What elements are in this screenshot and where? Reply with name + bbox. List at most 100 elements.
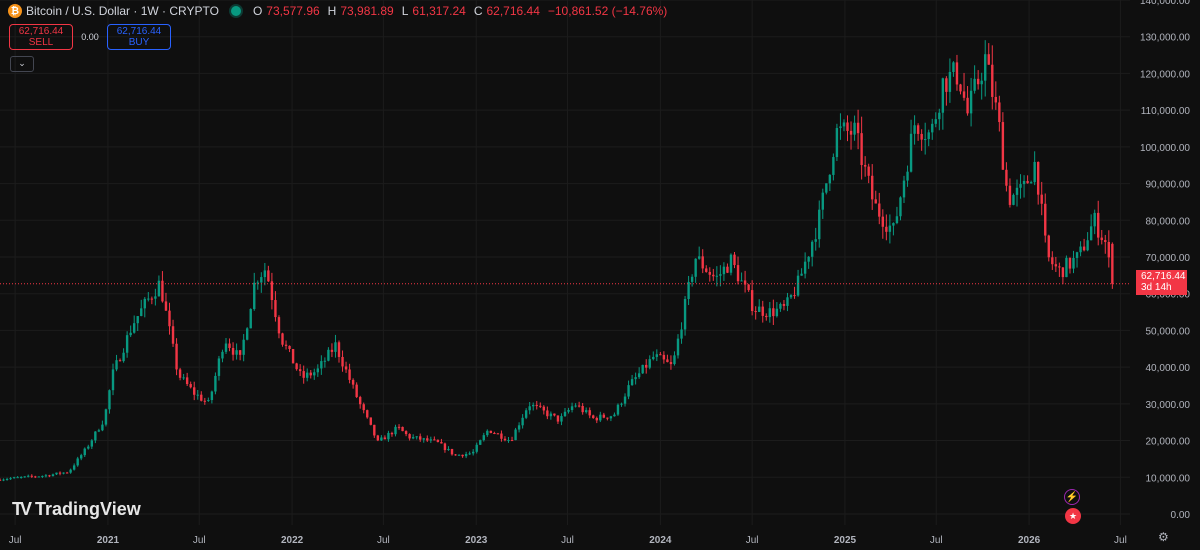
candle-body [507,440,510,442]
y-tick-label: 30,000.00 [1146,400,1191,411]
candle-body [842,122,846,127]
gear-icon[interactable]: ⚙ [1158,530,1169,544]
candle-body [892,223,895,226]
market-status-icon[interactable] [228,4,243,18]
candle-body [295,363,298,370]
candle-body [351,379,355,385]
candle-body [524,410,528,418]
close-value: 62,716.44 [486,4,540,18]
candle-body [800,273,803,276]
candle-body [863,165,867,167]
candle-body [1068,257,1072,269]
candle-body [214,375,217,392]
sell-button[interactable]: 62,716.44 SELL [9,24,73,50]
candle-body [645,364,648,368]
candle-body [1051,257,1054,265]
candle-body [666,359,669,363]
candle-body [846,122,849,131]
candle-body [147,298,150,300]
candle-body [171,326,175,344]
candle-body [909,133,913,172]
candle-body [358,397,362,405]
candle-body [913,125,916,134]
candle-body [923,139,927,141]
close-label: C [473,4,483,18]
candle-body [613,414,616,417]
candle-body [397,426,401,428]
current-price-label: 62,716.44 [1141,271,1186,282]
candle-body [1072,257,1075,269]
candle-body [1008,185,1012,205]
candle-body [189,384,192,388]
candle-body [132,323,136,333]
candle-body [521,417,524,426]
candle-body [76,458,79,466]
x-tick-label: 2022 [281,535,304,546]
us-flag-icon[interactable]: ★ [1065,508,1081,524]
buy-button[interactable]: 62,716.44 BUY [107,24,171,50]
candle-body [461,454,464,457]
candle-body [355,384,358,398]
candle-body [1019,184,1022,188]
candle-body [867,166,870,176]
candle-body [1054,264,1058,267]
candle-body [1089,226,1093,241]
candle-body [895,216,899,224]
tradingview-logo[interactable]: TV TradingView [12,499,141,520]
candle-body [690,276,694,282]
candle-body [30,475,33,477]
candle-body [362,404,365,411]
candle-body [486,430,489,436]
lightning-icon[interactable]: ⚡ [1064,489,1080,505]
candle-body [383,437,387,440]
candle-body [185,377,189,385]
candle-body [871,175,874,200]
candle-body [503,438,507,441]
candle-body [69,469,72,473]
chevron-down-icon[interactable]: ⌄ [10,56,34,72]
y-tick-label: 120,000.00 [1140,69,1190,80]
change-value: −10,861.52 (−14.76%) [547,4,668,18]
candle-body [270,281,274,301]
candle-body [210,391,214,401]
candle-body [16,477,19,479]
candle-body [701,256,704,269]
candle-body [938,112,941,120]
candle-body [934,119,937,124]
candle-body [648,359,651,368]
symbol-title[interactable]: Bitcoin / U.S. Dollar · 1W · CRYPTO [26,4,219,18]
open-label: O [252,4,263,18]
candle-body [736,265,740,282]
candle-body [553,413,556,416]
candle-body [825,183,828,193]
candle-body [821,192,824,210]
candle-body [245,328,249,340]
candle-body [422,438,425,440]
candle-body [676,338,680,356]
candle-body [641,364,644,374]
candle-body [415,436,418,438]
candle-body [1082,246,1086,251]
x-tick-label: 2021 [97,535,120,546]
candle-body [479,440,482,445]
candle-body [122,352,125,362]
candle-body [1036,161,1040,195]
candle-body [765,315,768,318]
candle-body [768,308,772,318]
candle-body [560,416,563,422]
candle-body [337,342,341,357]
candle-body [623,396,627,404]
candle-body [637,373,641,378]
candle-body [902,180,906,198]
candle-body [1033,161,1036,183]
candle-body [931,123,934,133]
trade-buttons: 62,716.44 SELL 0.00 62,716.44 BUY [9,24,171,50]
candle-body [761,306,764,316]
candle-body [828,174,832,184]
candle-body [694,258,697,277]
x-tick-label: 2023 [465,535,488,546]
x-tick-label: Jul [746,535,759,546]
y-tick-label: 90,000.00 [1146,180,1191,191]
bitcoin-icon: ₿ [8,4,22,18]
